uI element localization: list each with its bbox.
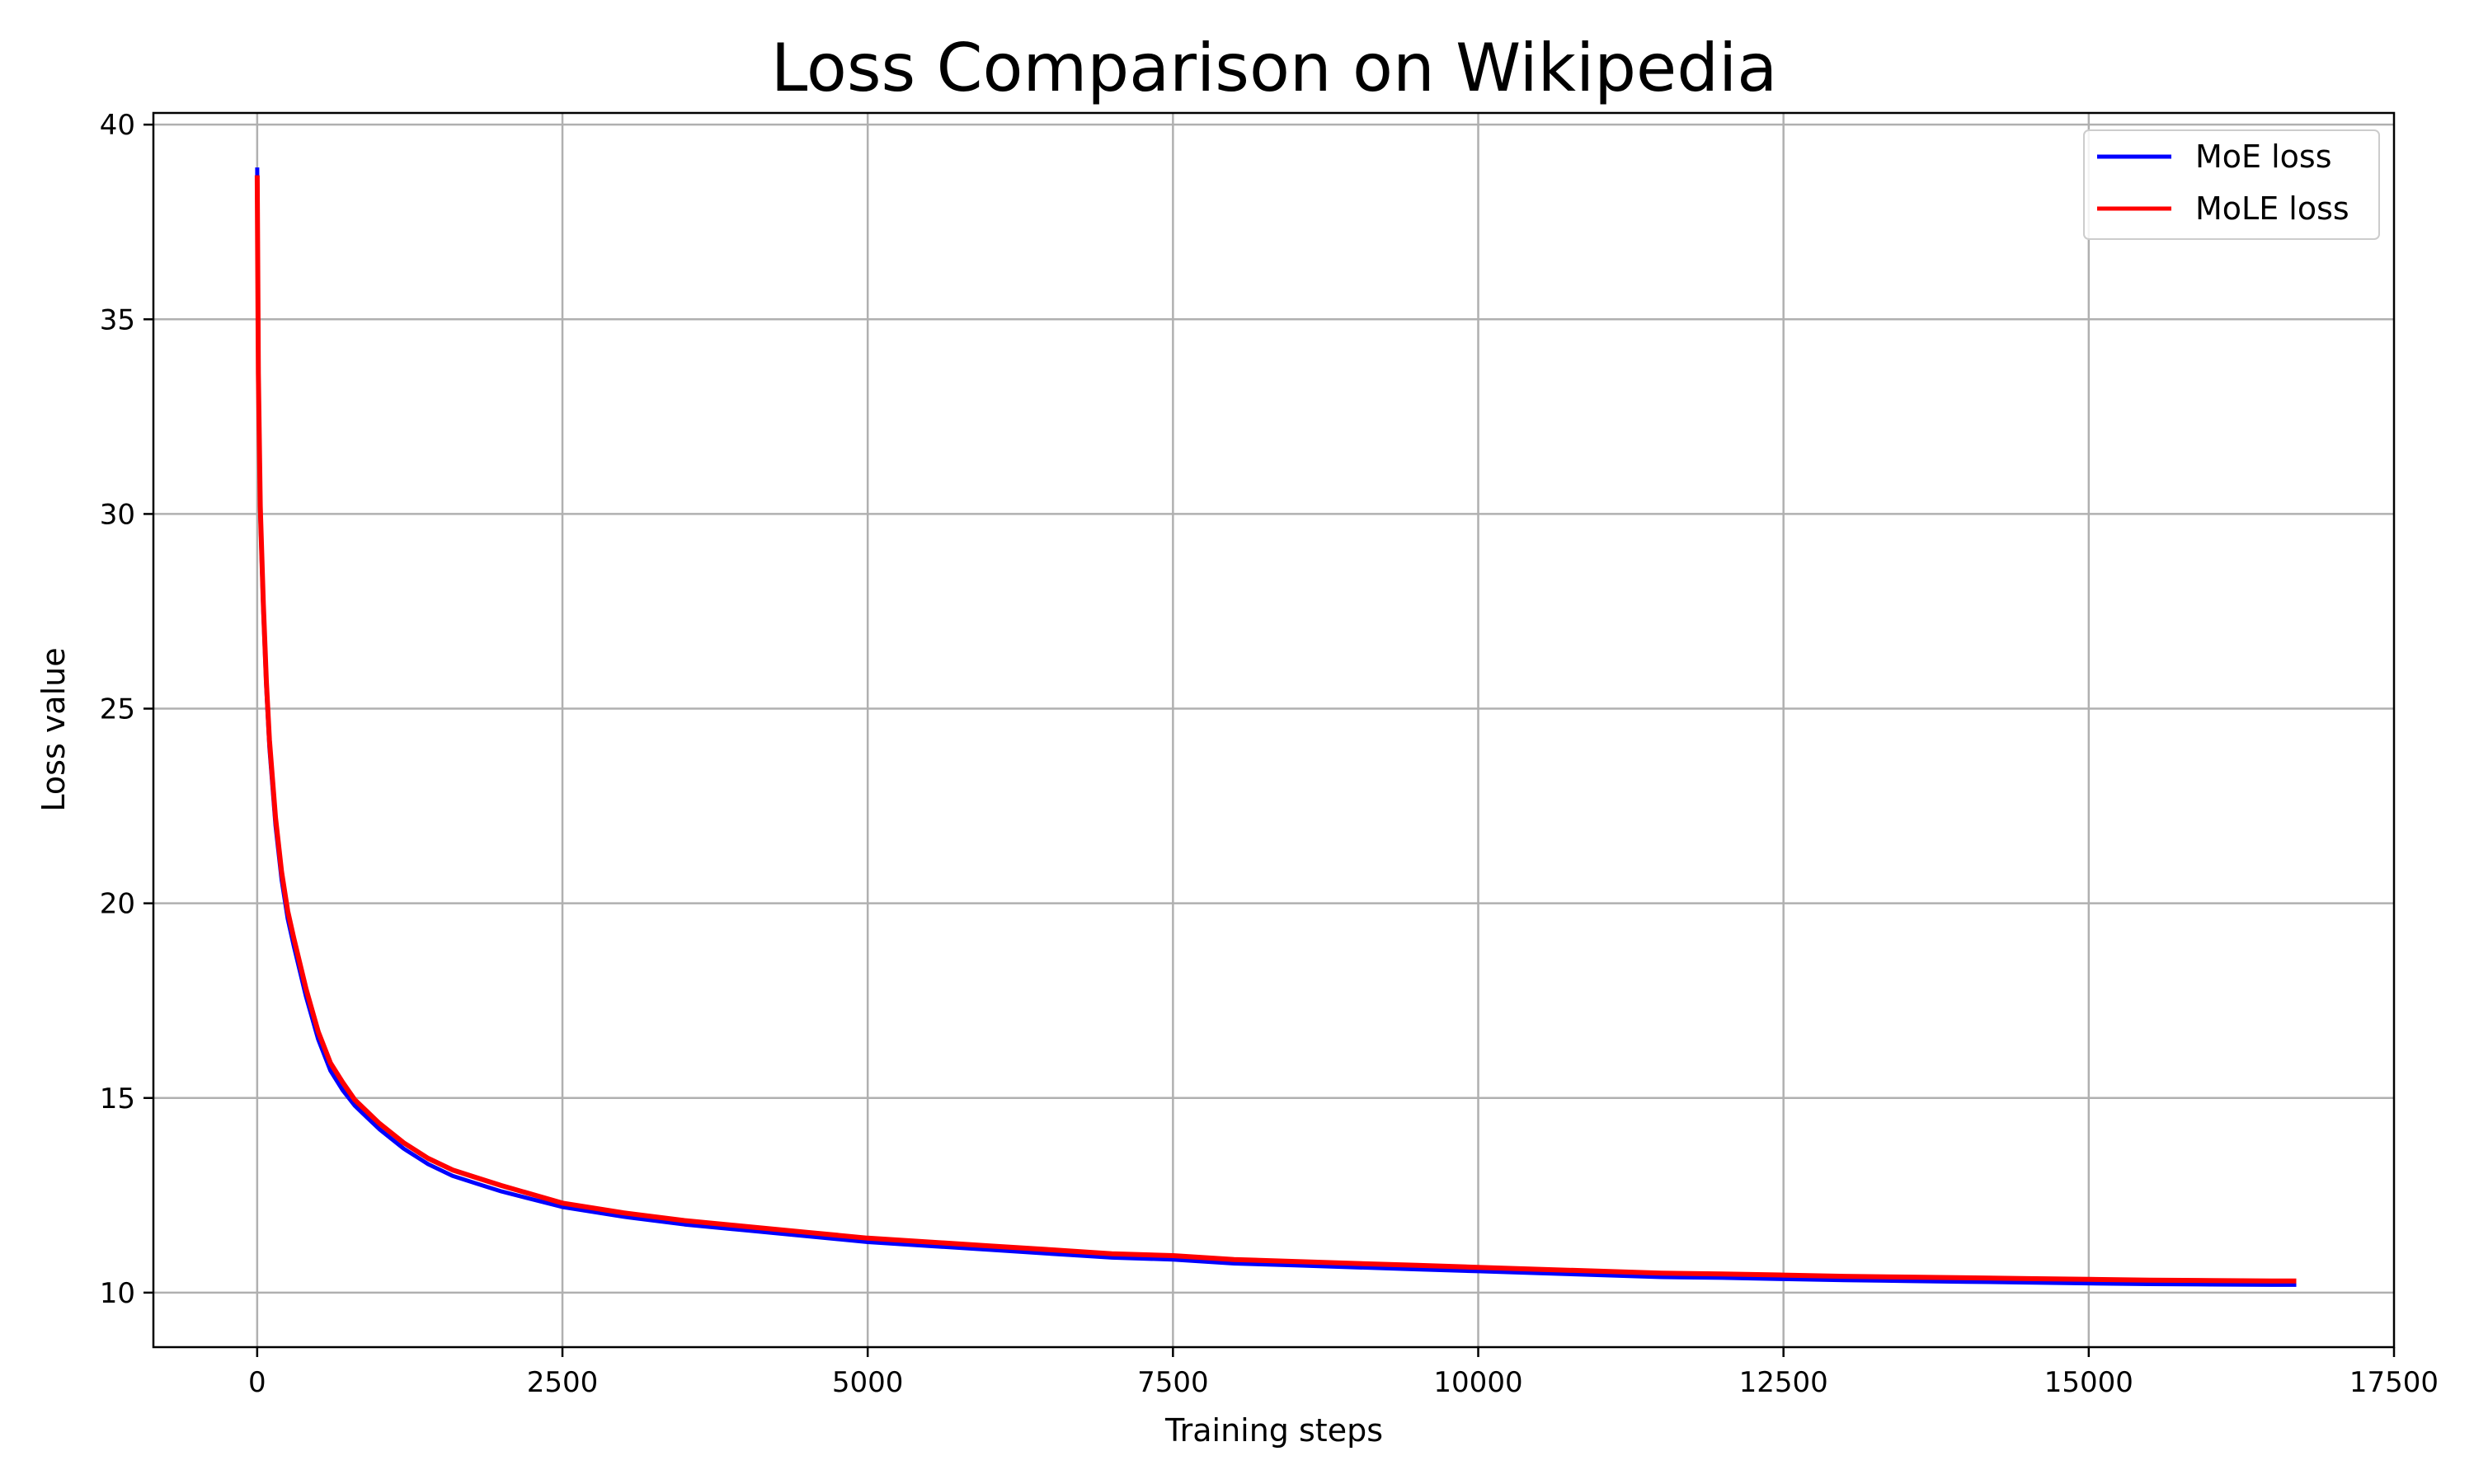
series-line-mole-loss [254,175,2297,1284]
legend-label-moe: MoE loss [2195,139,2332,175]
y-tick-label: 40 [100,109,135,142]
y-tick-label: 30 [100,498,135,531]
x-axis-label: Training steps [1164,1412,1383,1449]
x-tick-label: 7500 [1137,1366,1209,1399]
y-tick-label: 15 [100,1082,135,1115]
legend: MoE loss MoLE loss [2083,129,2380,240]
grid-lines [153,113,2394,1347]
y-tick-label: 10 [100,1277,135,1310]
x-tick-label: 5000 [832,1366,904,1399]
plot-frame [152,111,2396,1349]
x-axis-ticks: 0 2500 5000 7500 10000 12500 15000 17500 [248,1347,2439,1399]
series-lines [254,167,2297,1287]
x-tick-label: 12500 [1739,1366,1828,1399]
legend-label-mole: MoLE loss [2195,190,2349,227]
x-tick-label: 15000 [2044,1366,2133,1399]
x-tick-label: 0 [248,1366,266,1399]
y-tick-label: 20 [100,888,135,921]
chart-title: Loss Comparison on Wikipedia [771,30,1778,106]
x-tick-label: 2500 [527,1366,599,1399]
y-axis-ticks: 10 15 20 25 30 35 40 [100,109,153,1310]
y-axis-label: Loss value [35,647,72,811]
y-tick-label: 35 [100,303,135,336]
x-tick-label: 10000 [1433,1366,1522,1399]
y-tick-label: 25 [100,693,135,726]
x-tick-label: 17500 [2349,1366,2439,1399]
